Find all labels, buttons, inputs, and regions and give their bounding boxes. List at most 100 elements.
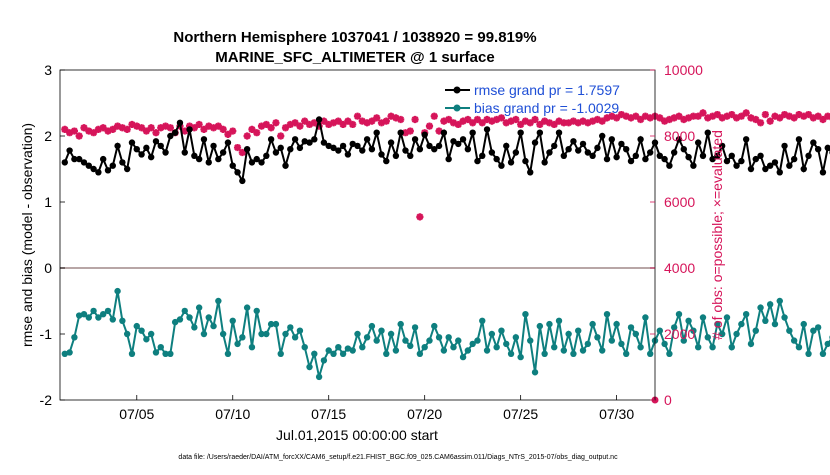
bias-point [119, 317, 126, 324]
obs-evaluated-point [329, 119, 338, 127]
obs-marker-glyph [589, 117, 597, 125]
bias-point [368, 322, 376, 330]
bias-point [75, 312, 83, 319]
bias-point [786, 327, 793, 334]
bias-point [435, 334, 443, 341]
obs-marker-glyph [219, 125, 227, 133]
rmse-point [277, 144, 284, 152]
obs-evaluated-point [589, 117, 597, 125]
bias-point [397, 320, 404, 328]
obs-marker-glyph [569, 117, 578, 125]
bias-point [147, 330, 155, 338]
obs-marker-glyph [286, 120, 294, 129]
rmse-point [800, 165, 807, 173]
obs-evaluated-point [123, 125, 131, 133]
obs-marker-glyph [555, 117, 563, 125]
rmse-point [656, 152, 663, 159]
obs-marker-glyph [61, 125, 69, 133]
bias-point [315, 373, 323, 381]
bias-point [670, 324, 678, 331]
obs-evaluated-point [382, 117, 390, 125]
obs-evaluated-point [349, 120, 357, 129]
rmse-point [219, 149, 227, 156]
rmse-point [359, 147, 366, 154]
rmse-point [704, 129, 711, 136]
rmse-point [383, 157, 390, 165]
obs-evaluated-point [89, 129, 98, 137]
obs-evaluated-point [358, 117, 366, 125]
rmse-point [560, 152, 568, 159]
obs-marker-glyph [277, 132, 285, 140]
bias-point [469, 340, 476, 348]
rmse-point [311, 136, 318, 143]
obs-marker-glyph [214, 122, 222, 130]
y-right-tick-label: 2000 [664, 326, 695, 342]
y-right-tick-label: 6000 [664, 194, 695, 210]
obs-marker-glyph [780, 110, 789, 119]
obs-marker-glyph [65, 129, 74, 137]
obs-marker-glyph [310, 119, 318, 127]
obs-marker-glyph [157, 124, 165, 132]
obs-marker-glyph [526, 119, 534, 127]
y-right-tick-label: 8000 [664, 128, 695, 144]
bias-point [243, 304, 251, 311]
obs-evaluated-point [680, 115, 688, 124]
obs-marker-glyph [75, 132, 83, 140]
obs-marker-glyph [257, 122, 266, 130]
bias-point [416, 350, 424, 357]
rmse-point [138, 151, 145, 158]
obs-marker-glyph [344, 117, 352, 125]
obs-marker-glyph [819, 115, 827, 124]
obs-marker-glyph [742, 109, 750, 117]
obs-evaluated-point [483, 115, 491, 124]
bias-point [157, 344, 164, 351]
obs-evaluated-point [627, 114, 635, 122]
obs-evaluated-point [243, 132, 251, 140]
obs-marker-glyph [627, 114, 635, 122]
obs-marker-glyph [646, 114, 654, 122]
obs-evaluated-point [459, 117, 467, 125]
bias-point [402, 337, 409, 344]
bias-point [493, 344, 500, 351]
obs-evaluated-point [747, 114, 755, 122]
bias-point [330, 350, 337, 357]
bias-point [109, 316, 116, 323]
obs-evaluated-point [660, 117, 669, 125]
obs-evaluated-point [742, 109, 750, 117]
obs-marker-glyph [497, 114, 506, 122]
obs-marker-glyph [377, 119, 386, 127]
obs-evaluated-point [128, 120, 136, 129]
rmse-point [243, 146, 251, 153]
rmse-point [119, 159, 126, 166]
obs-marker-glyph [670, 114, 678, 122]
bias-point [594, 334, 601, 341]
bias-point [325, 347, 332, 354]
bias-point [200, 330, 208, 338]
legend-rmse-label: rmse grand pr = 1.7597 [474, 82, 620, 98]
rmse-point [368, 146, 376, 153]
rmse-point [666, 162, 673, 169]
rmse-point [694, 139, 702, 146]
obs-evaluated-point [641, 112, 650, 120]
bias-point [138, 327, 145, 334]
obs-evaluated-point [406, 127, 414, 135]
bias-point [205, 314, 212, 321]
bias-point [267, 320, 275, 328]
obs-evaluated-point [267, 124, 275, 132]
rmse-point [512, 149, 520, 156]
obs-evaluated-point [109, 125, 117, 133]
obs-marker-glyph [824, 112, 830, 120]
bias-point [215, 297, 222, 305]
obs-evaluated-point [603, 114, 611, 122]
obs-evaluated-point [85, 127, 93, 135]
obs-marker-glyph [579, 117, 587, 125]
rmse-point [690, 162, 697, 169]
rmse-series-layer [61, 116, 830, 185]
rmse-point [325, 142, 332, 150]
obs-marker-glyph [435, 127, 443, 135]
obs-evaluated-point [142, 127, 150, 135]
obs-marker-glyph [190, 124, 198, 132]
obs-evaluated-point [689, 112, 697, 120]
obs-marker-glyph [656, 114, 664, 122]
obs-evaluated-point [622, 112, 630, 120]
